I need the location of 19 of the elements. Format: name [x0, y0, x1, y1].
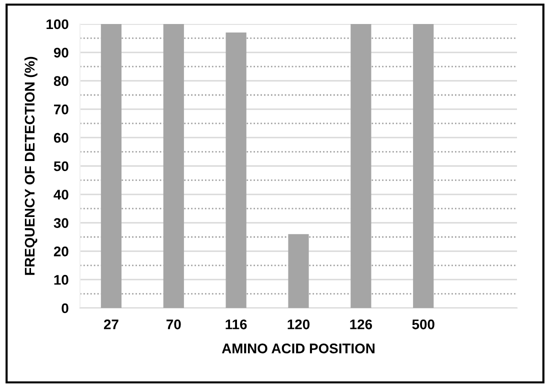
y-tick-label: 80 — [54, 76, 68, 86]
y-tick-label: 30 — [54, 218, 68, 228]
x-tick-label: 500 — [412, 319, 434, 330]
x-tick-label: 120 — [288, 319, 310, 330]
x-tick-label: 70 — [166, 319, 181, 330]
x-tick-label: 116 — [226, 319, 247, 330]
y-tick-label: 70 — [54, 104, 68, 114]
y-tick-label: 20 — [54, 246, 68, 256]
y-tick-label: 90 — [54, 48, 68, 58]
y-tick-label: 100 — [46, 19, 68, 30]
y-axis-title: FREQUENCY OF DETECTION (%) — [24, 56, 38, 275]
x-tick-label: 126 — [350, 319, 372, 330]
y-tick-label: 50 — [54, 161, 68, 172]
x-tick-label: 27 — [104, 319, 118, 330]
x-axis-title: AMINO ACID POSITION — [222, 344, 374, 354]
y-tick-label: 10 — [54, 274, 68, 285]
y-tick-label: 0 — [62, 303, 68, 314]
y-tick-label: 60 — [54, 132, 68, 143]
y-tick-label: 40 — [54, 190, 68, 200]
